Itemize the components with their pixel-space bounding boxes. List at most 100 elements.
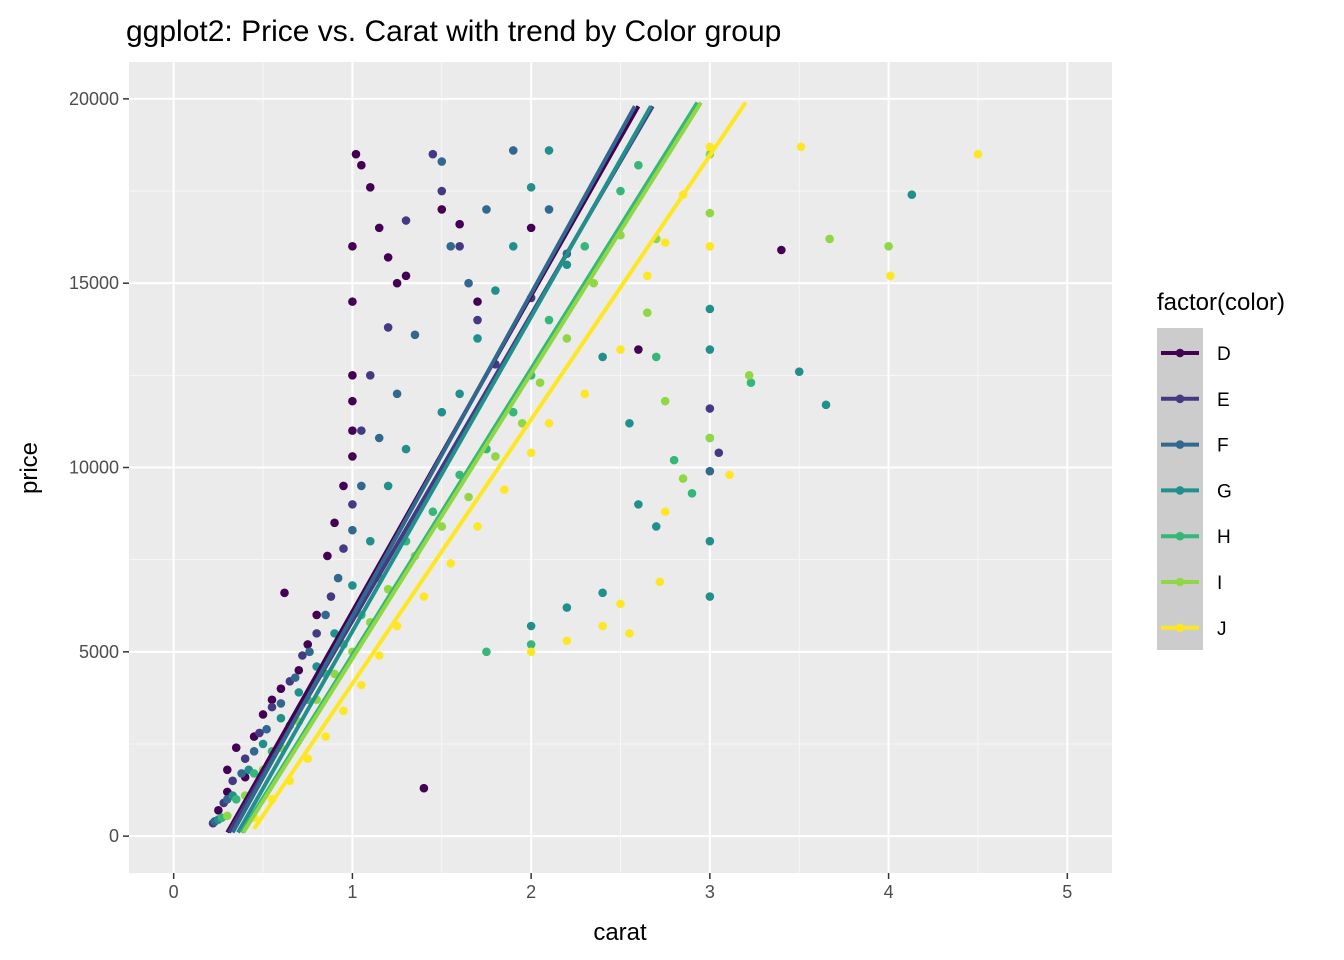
legend-point: [1175, 531, 1185, 541]
data-point-D: [267, 695, 277, 705]
data-point-I: [535, 378, 545, 388]
data-point-H: [651, 352, 661, 362]
data-point-E: [357, 426, 366, 435]
data-point-J: [616, 599, 625, 609]
data-point-I: [705, 208, 715, 218]
data-point-J: [616, 345, 625, 354]
y-axis: 0 5000 10000 15000 20000: [69, 89, 129, 846]
legend-item-J: J: [1161, 619, 1227, 640]
data-point-D: [348, 396, 357, 406]
data-point-J: [660, 507, 670, 517]
y-axis-title: price: [16, 442, 43, 494]
data-point-D: [339, 481, 348, 491]
data-point-G: [598, 588, 607, 598]
data-point-E: [383, 323, 393, 332]
data-point-D: [258, 710, 268, 719]
data-point-D: [777, 245, 786, 255]
legend-point: [1175, 486, 1185, 495]
data-point-D: [231, 743, 241, 752]
data-point-E: [339, 544, 348, 553]
legend: D E F G H I J: [1161, 344, 1232, 640]
data-point-I: [223, 811, 232, 821]
data-point-H: [231, 794, 241, 804]
data-point-D: [223, 765, 232, 775]
data-point-G: [294, 688, 304, 697]
data-point-I: [744, 371, 754, 380]
data-point-F: [321, 610, 330, 620]
data-point-D: [634, 345, 643, 354]
data-point-J: [580, 389, 590, 399]
data-point-H: [580, 242, 590, 251]
data-point-G: [258, 739, 268, 749]
data-point-H: [634, 160, 643, 170]
data-point-I: [884, 242, 893, 251]
data-point-D: [348, 297, 357, 306]
data-point-H: [482, 647, 491, 657]
data-point-G: [455, 389, 464, 399]
trend-line-G: [236, 105, 653, 834]
data-point-I: [678, 474, 688, 483]
data-point-E: [240, 754, 250, 764]
data-point-D: [348, 452, 357, 461]
data-point-D: [365, 183, 375, 192]
data-point-H: [428, 507, 438, 517]
data-point-D: [294, 665, 304, 675]
data-point-E: [455, 242, 464, 251]
data-point-D: [348, 426, 357, 435]
data-point-H: [526, 640, 536, 649]
data-point-G: [437, 407, 447, 417]
data-point-J: [562, 636, 572, 646]
data-point-F: [348, 525, 357, 535]
data-point-F: [544, 205, 554, 214]
data-point-J: [725, 470, 734, 480]
data-point-G: [625, 418, 634, 428]
x-tick-label: 3: [705, 882, 715, 902]
data-point-D: [214, 806, 223, 815]
data-point-G: [705, 304, 715, 314]
legend-title: factor(color): [1157, 289, 1285, 316]
data-point-E: [428, 149, 438, 159]
data-point-E: [348, 500, 357, 509]
data-point-J: [303, 754, 313, 764]
data-point-D: [455, 219, 464, 229]
data-point-F: [305, 647, 314, 657]
y-tick-label: 0: [109, 826, 119, 846]
data-point-G: [821, 400, 831, 410]
legend-point: [1175, 623, 1185, 633]
data-point-H: [249, 769, 259, 778]
data-point-J: [625, 629, 634, 638]
data-point-D: [473, 297, 482, 306]
data-point-G: [473, 334, 482, 343]
data-point-J: [526, 448, 536, 458]
data-point-J: [473, 522, 482, 531]
data-point-G: [365, 536, 375, 546]
data-point-D: [401, 271, 411, 281]
legend-item-H: H: [1161, 527, 1231, 548]
data-point-I: [660, 396, 670, 406]
data-point-F: [237, 769, 246, 778]
data-point-J: [886, 271, 895, 281]
legend-item-E: E: [1161, 390, 1230, 411]
data-point-F: [374, 433, 384, 443]
data-point-F: [276, 699, 286, 708]
legend-label: H: [1217, 527, 1231, 548]
legend-point: [1175, 440, 1185, 449]
legend-label: E: [1217, 390, 1230, 411]
data-point-F: [705, 466, 715, 476]
data-point-J: [374, 651, 384, 660]
y-tick-label: 10000: [69, 458, 119, 478]
data-point-F: [482, 205, 491, 214]
data-point-I: [330, 669, 339, 679]
legend-item-I: I: [1161, 573, 1222, 594]
data-point-F: [464, 278, 473, 288]
x-tick-label: 5: [1062, 882, 1072, 902]
data-point-G: [794, 367, 804, 376]
data-point-E: [473, 315, 482, 325]
data-point-G: [544, 146, 554, 155]
legend-point: [1175, 394, 1185, 404]
data-point-G: [598, 352, 607, 362]
y-tick-label: 15000: [69, 273, 119, 293]
data-point-G: [491, 286, 500, 295]
data-point-E: [255, 728, 264, 738]
